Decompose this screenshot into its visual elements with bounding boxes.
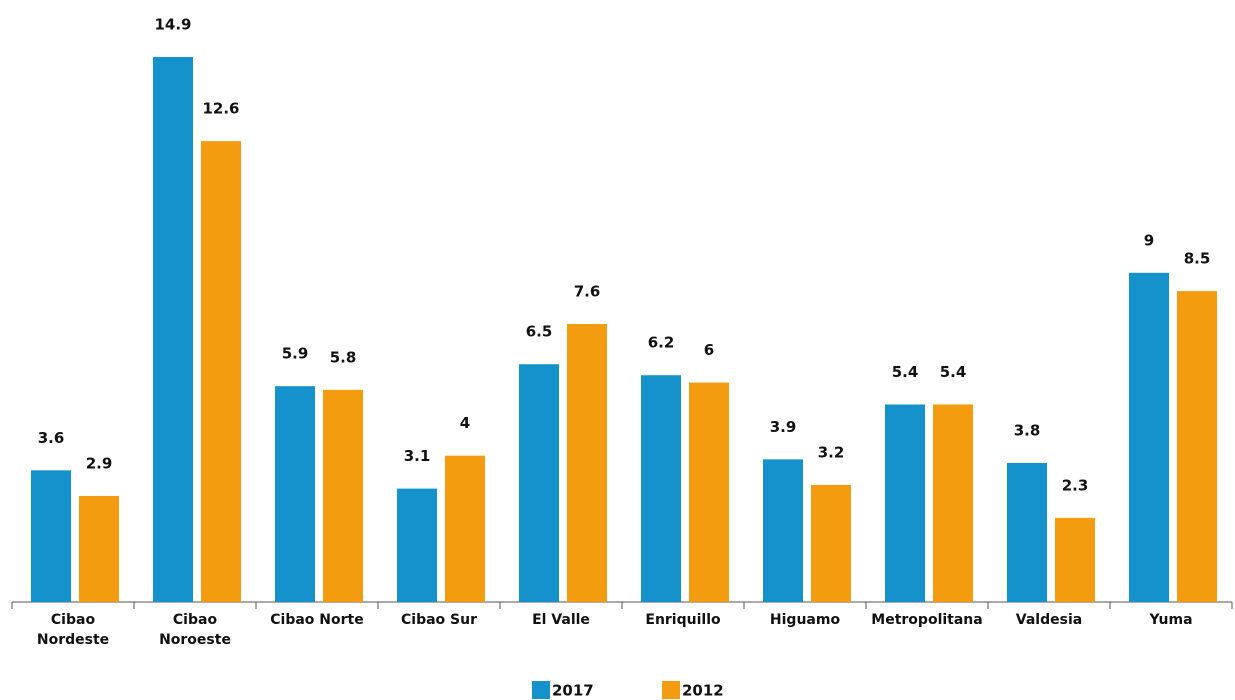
bar	[201, 141, 241, 603]
data-label: 5.8	[330, 348, 357, 366]
bar	[31, 470, 71, 602]
bar	[445, 455, 485, 602]
bar	[689, 382, 729, 602]
legend-swatch	[662, 681, 680, 699]
bar	[811, 484, 851, 602]
data-label: 3.9	[770, 418, 797, 436]
bar	[323, 389, 363, 602]
legend-label: 2017	[552, 682, 594, 700]
data-label: 2.3	[1062, 476, 1089, 494]
data-label: 7.6	[574, 283, 601, 301]
bar	[641, 375, 681, 602]
data-label: 5.9	[282, 345, 309, 363]
bar	[275, 386, 315, 602]
data-label: 6.5	[526, 323, 553, 341]
data-label: 8.5	[1184, 250, 1211, 268]
x-tick-label: Cibao Nordeste	[37, 612, 109, 648]
bar	[1129, 272, 1169, 602]
x-tick-label: Cibao Sur	[401, 612, 477, 628]
x-tick-label: Cibao Noroeste	[159, 612, 231, 648]
data-label: 12.6	[202, 100, 239, 118]
bar	[153, 57, 193, 602]
x-tick-label: Metropolitana	[871, 612, 982, 628]
bar	[79, 495, 119, 602]
bar	[933, 404, 973, 602]
data-label: 14.9	[154, 16, 191, 34]
legend-swatch	[532, 681, 550, 699]
data-label: 3.6	[38, 429, 65, 447]
x-tick-label: Yuma	[1148, 612, 1192, 628]
data-label: 4	[460, 414, 470, 432]
data-label: 3.2	[818, 443, 845, 461]
x-tick-label: Higuamo	[770, 612, 841, 628]
x-tick-label: Valdesia	[1016, 612, 1082, 628]
data-label: 2.9	[86, 454, 113, 472]
data-label: 3.1	[404, 447, 431, 465]
x-tick-label: El Valle	[532, 612, 590, 628]
bar	[1055, 517, 1095, 602]
data-label: 6	[704, 341, 714, 359]
bar	[763, 459, 803, 602]
data-label: 5.4	[940, 363, 967, 381]
data-label: 5.4	[892, 363, 919, 381]
bar	[567, 324, 607, 602]
x-tick-label: Enriquillo	[645, 612, 721, 628]
bar	[1007, 463, 1047, 602]
bar	[1177, 291, 1217, 602]
bar	[519, 364, 559, 602]
data-label: 9	[1144, 231, 1154, 249]
bar	[397, 488, 437, 602]
x-tick-label: Cibao Norte	[270, 612, 363, 628]
data-label: 3.8	[1014, 422, 1041, 440]
data-label: 6.2	[648, 334, 675, 352]
legend-label: 2012	[682, 682, 724, 700]
bar	[885, 404, 925, 602]
